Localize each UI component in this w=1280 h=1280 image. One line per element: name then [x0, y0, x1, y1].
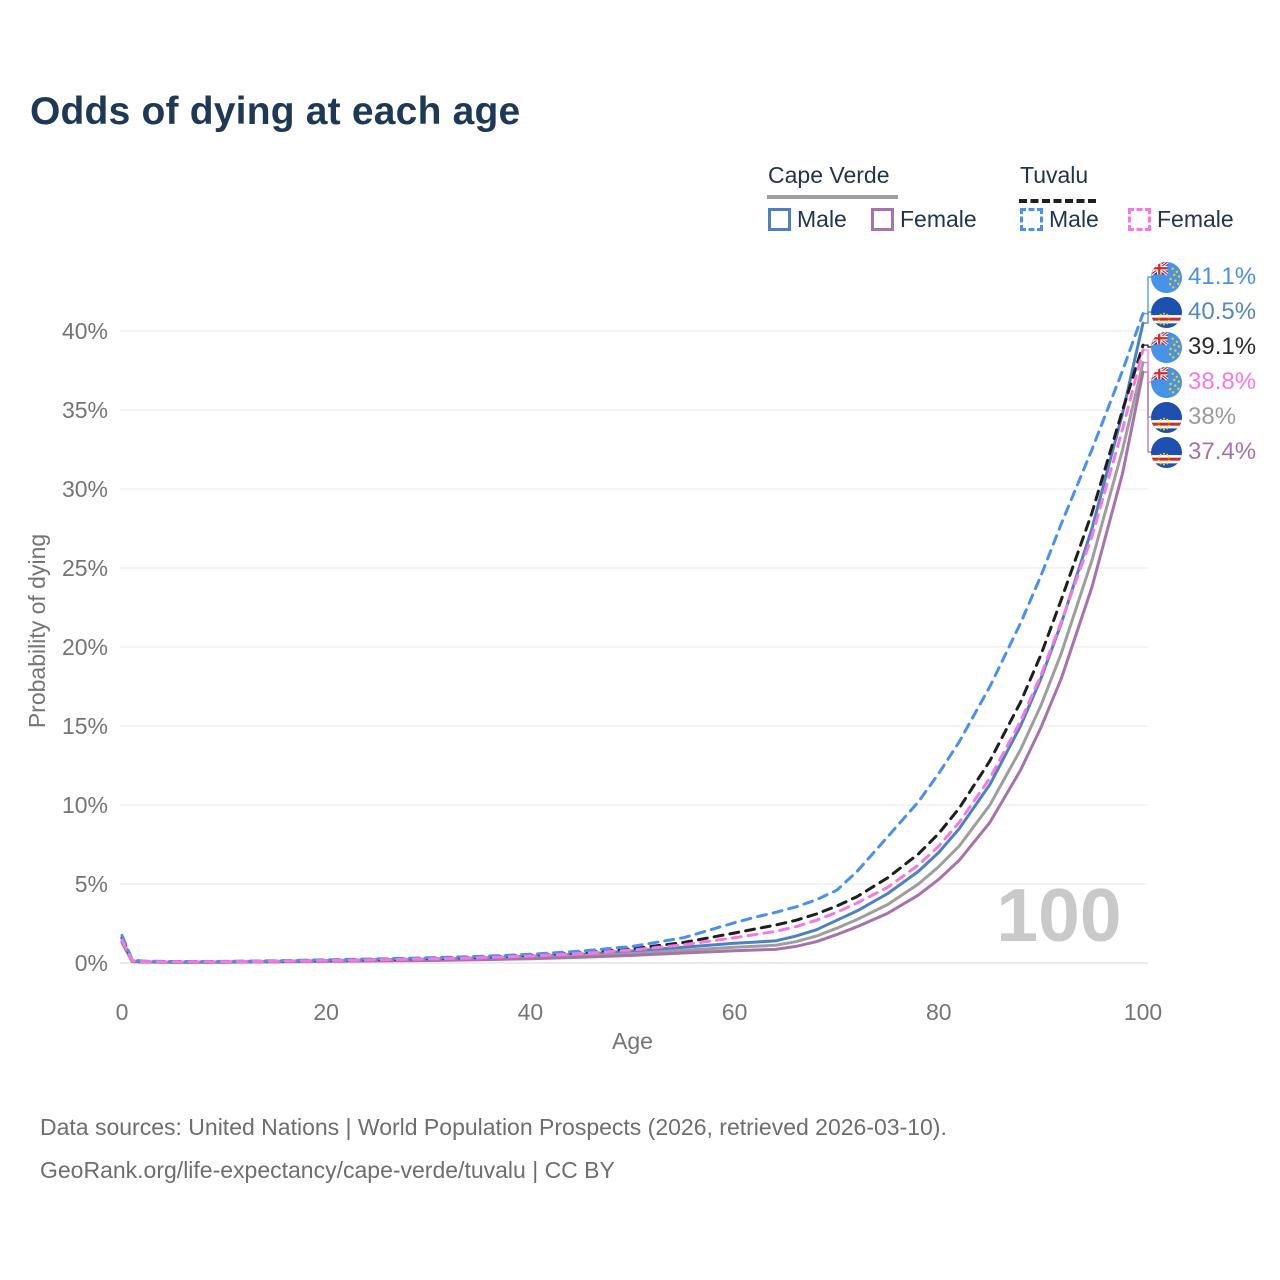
legend: Cape Verde Male Female Tuvalu Male Femal…: [765, 162, 1265, 242]
legend-tuvalu-line-sample: [1019, 195, 1096, 203]
series-line-tuvalu: [120, 343, 1145, 964]
end-label-row: 40.5%: [1151, 296, 1256, 328]
y-tick-label: 25%: [62, 555, 108, 581]
legend-item-capeverde-male[interactable]: Male: [768, 206, 847, 233]
y-axis-title: Probability of dying: [24, 534, 50, 728]
footer-attribution: GeoRank.org/life-expectancy/cape-verde/t…: [40, 1157, 615, 1183]
series-line-cape-verde-female: [120, 370, 1145, 964]
y-tick-label: 5%: [75, 871, 108, 897]
end-label-row: 38%: [1151, 401, 1236, 433]
end-label-value: 37.4%: [1188, 438, 1257, 465]
legend-item-tuvalu-female[interactable]: Female: [1128, 206, 1234, 233]
footer: Data sources: United Nations | World Pop…: [40, 1106, 947, 1192]
footer-sources: Data sources: United Nations | World Pop…: [40, 1114, 947, 1140]
series-line-tuvalu-male: [120, 312, 1145, 964]
tuvalu-flag-icon: [1151, 331, 1182, 363]
end-label-value: 38%: [1188, 403, 1237, 430]
end-label-row: 41.1%: [1151, 261, 1256, 293]
x-tick-label: 60: [722, 999, 748, 1025]
series-line-cape-verde-male: [120, 321, 1145, 964]
end-label-row: 39.1%: [1151, 331, 1256, 363]
legend-tuvalu-male-label: Male: [1049, 206, 1099, 232]
y-tick-label: 10%: [62, 792, 108, 818]
x-tick-label: 20: [313, 999, 339, 1025]
y-tick-label: 40%: [62, 318, 108, 344]
x-axis-title: Age: [612, 1028, 653, 1054]
y-tick-label: 20%: [62, 634, 108, 660]
cape-verde-flag-icon: [1151, 436, 1182, 468]
legend-tuvalu-male-swatch[interactable]: [1020, 208, 1043, 231]
leader-line: [1143, 276, 1152, 315]
y-tick-label: 15%: [62, 713, 108, 739]
legend-group-capeverde-label: Cape Verde: [768, 162, 890, 188]
legend-capeverde-male-swatch[interactable]: [768, 208, 791, 231]
legend-group-tuvalu-label: Tuvalu: [1020, 162, 1089, 188]
legend-capeverde-female-swatch[interactable]: [871, 208, 894, 231]
x-tick-label: 80: [926, 999, 952, 1025]
legend-tuvalu-female-label: Female: [1157, 206, 1234, 232]
watermark-age-100: 100: [996, 873, 1121, 957]
x-tick-label: 0: [116, 999, 129, 1025]
leader-line: [1143, 371, 1152, 453]
legend-capeverde-male-label: Male: [797, 206, 847, 232]
leader-line: [1143, 344, 1152, 348]
y-tick-label: 35%: [62, 397, 108, 423]
legend-capeverde-female-label: Female: [900, 206, 977, 232]
end-label-row: 37.4%: [1151, 436, 1256, 468]
end-label-value: 41.1%: [1188, 263, 1257, 290]
leader-line: [1143, 311, 1152, 324]
legend-item-tuvalu-male[interactable]: Male: [1020, 206, 1099, 233]
tuvalu-flag-icon: [1151, 261, 1182, 293]
x-tick-label: 40: [518, 999, 544, 1025]
legend-capeverde-line-sample: [767, 195, 898, 199]
page-title: Odds of dying at each age: [30, 90, 521, 133]
y-tick-label: 0%: [75, 950, 108, 976]
legend-tuvalu-female-swatch[interactable]: [1128, 208, 1151, 231]
x-tick-label: 100: [1124, 999, 1162, 1025]
end-label-row: 38.8%: [1151, 366, 1256, 398]
y-tick-label: 30%: [62, 476, 108, 502]
cape-verde-flag-icon: [1151, 296, 1182, 328]
tuvalu-flag-icon: [1151, 366, 1182, 398]
end-label-value: 38.8%: [1188, 368, 1257, 395]
series-line-cape-verde: [120, 361, 1145, 964]
legend-item-capeverde-female[interactable]: Female: [871, 206, 977, 233]
end-label-value: 39.1%: [1188, 333, 1257, 360]
end-label-value: 40.5%: [1188, 298, 1257, 325]
cape-verde-flag-icon: [1151, 401, 1182, 433]
leader-line: [1143, 349, 1152, 383]
series-line-tuvalu-female: [120, 348, 1145, 964]
